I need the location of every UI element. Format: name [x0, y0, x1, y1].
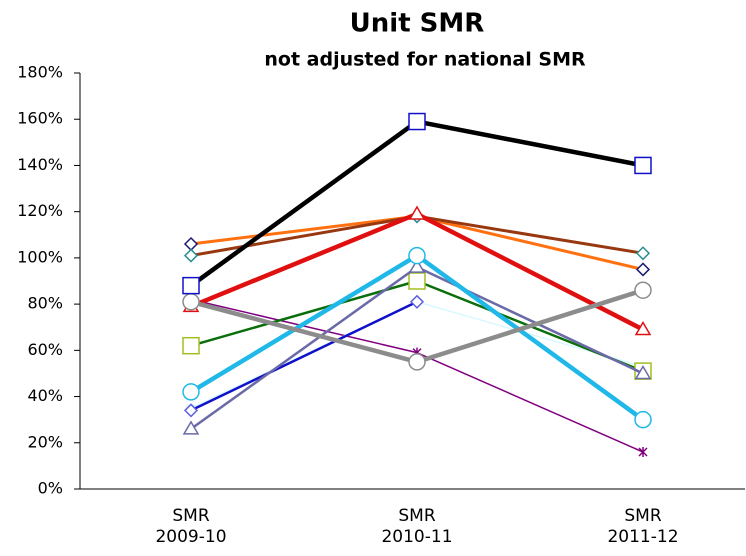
y-tick-label: 180% — [17, 63, 63, 82]
y-tick-label: 140% — [17, 155, 63, 174]
marker — [183, 248, 199, 263]
marker — [183, 236, 199, 252]
marker — [182, 276, 200, 295]
marker — [182, 293, 200, 311]
x-tick-label: SMR 2009-10 — [155, 506, 227, 547]
marker — [408, 112, 426, 131]
marker — [408, 258, 426, 273]
y-tick-label: 100% — [17, 247, 63, 266]
y-tick-label: 20% — [27, 432, 63, 451]
marker — [182, 383, 200, 401]
marker — [638, 447, 648, 458]
x-tick-label: SMR 2010-11 — [381, 506, 453, 547]
y-tick-label: 120% — [17, 201, 63, 220]
x-tick-label: SMR 2011-12 — [607, 506, 679, 547]
marker — [408, 205, 426, 220]
y-tick-label: 40% — [27, 386, 63, 405]
marker — [182, 336, 200, 355]
marker — [408, 246, 426, 265]
marker — [635, 246, 651, 261]
series-line — [190, 300, 418, 412]
marker — [183, 403, 199, 418]
marker — [634, 281, 652, 299]
marker — [409, 294, 425, 309]
marker — [634, 321, 652, 336]
chart-subtitle: not adjusted for national SMR — [264, 49, 586, 71]
y-tick-label: 60% — [27, 340, 63, 359]
marker — [634, 410, 652, 429]
y-tick-label: 160% — [17, 109, 63, 128]
chart-title: Unit SMR — [350, 9, 485, 39]
marker — [182, 420, 200, 435]
marker — [634, 156, 652, 175]
marker — [408, 272, 426, 290]
marker — [634, 364, 652, 380]
marker — [635, 262, 651, 277]
y-tick-label: 80% — [27, 294, 63, 313]
marker — [408, 353, 426, 371]
y-tick-label: 0% — [38, 479, 63, 498]
